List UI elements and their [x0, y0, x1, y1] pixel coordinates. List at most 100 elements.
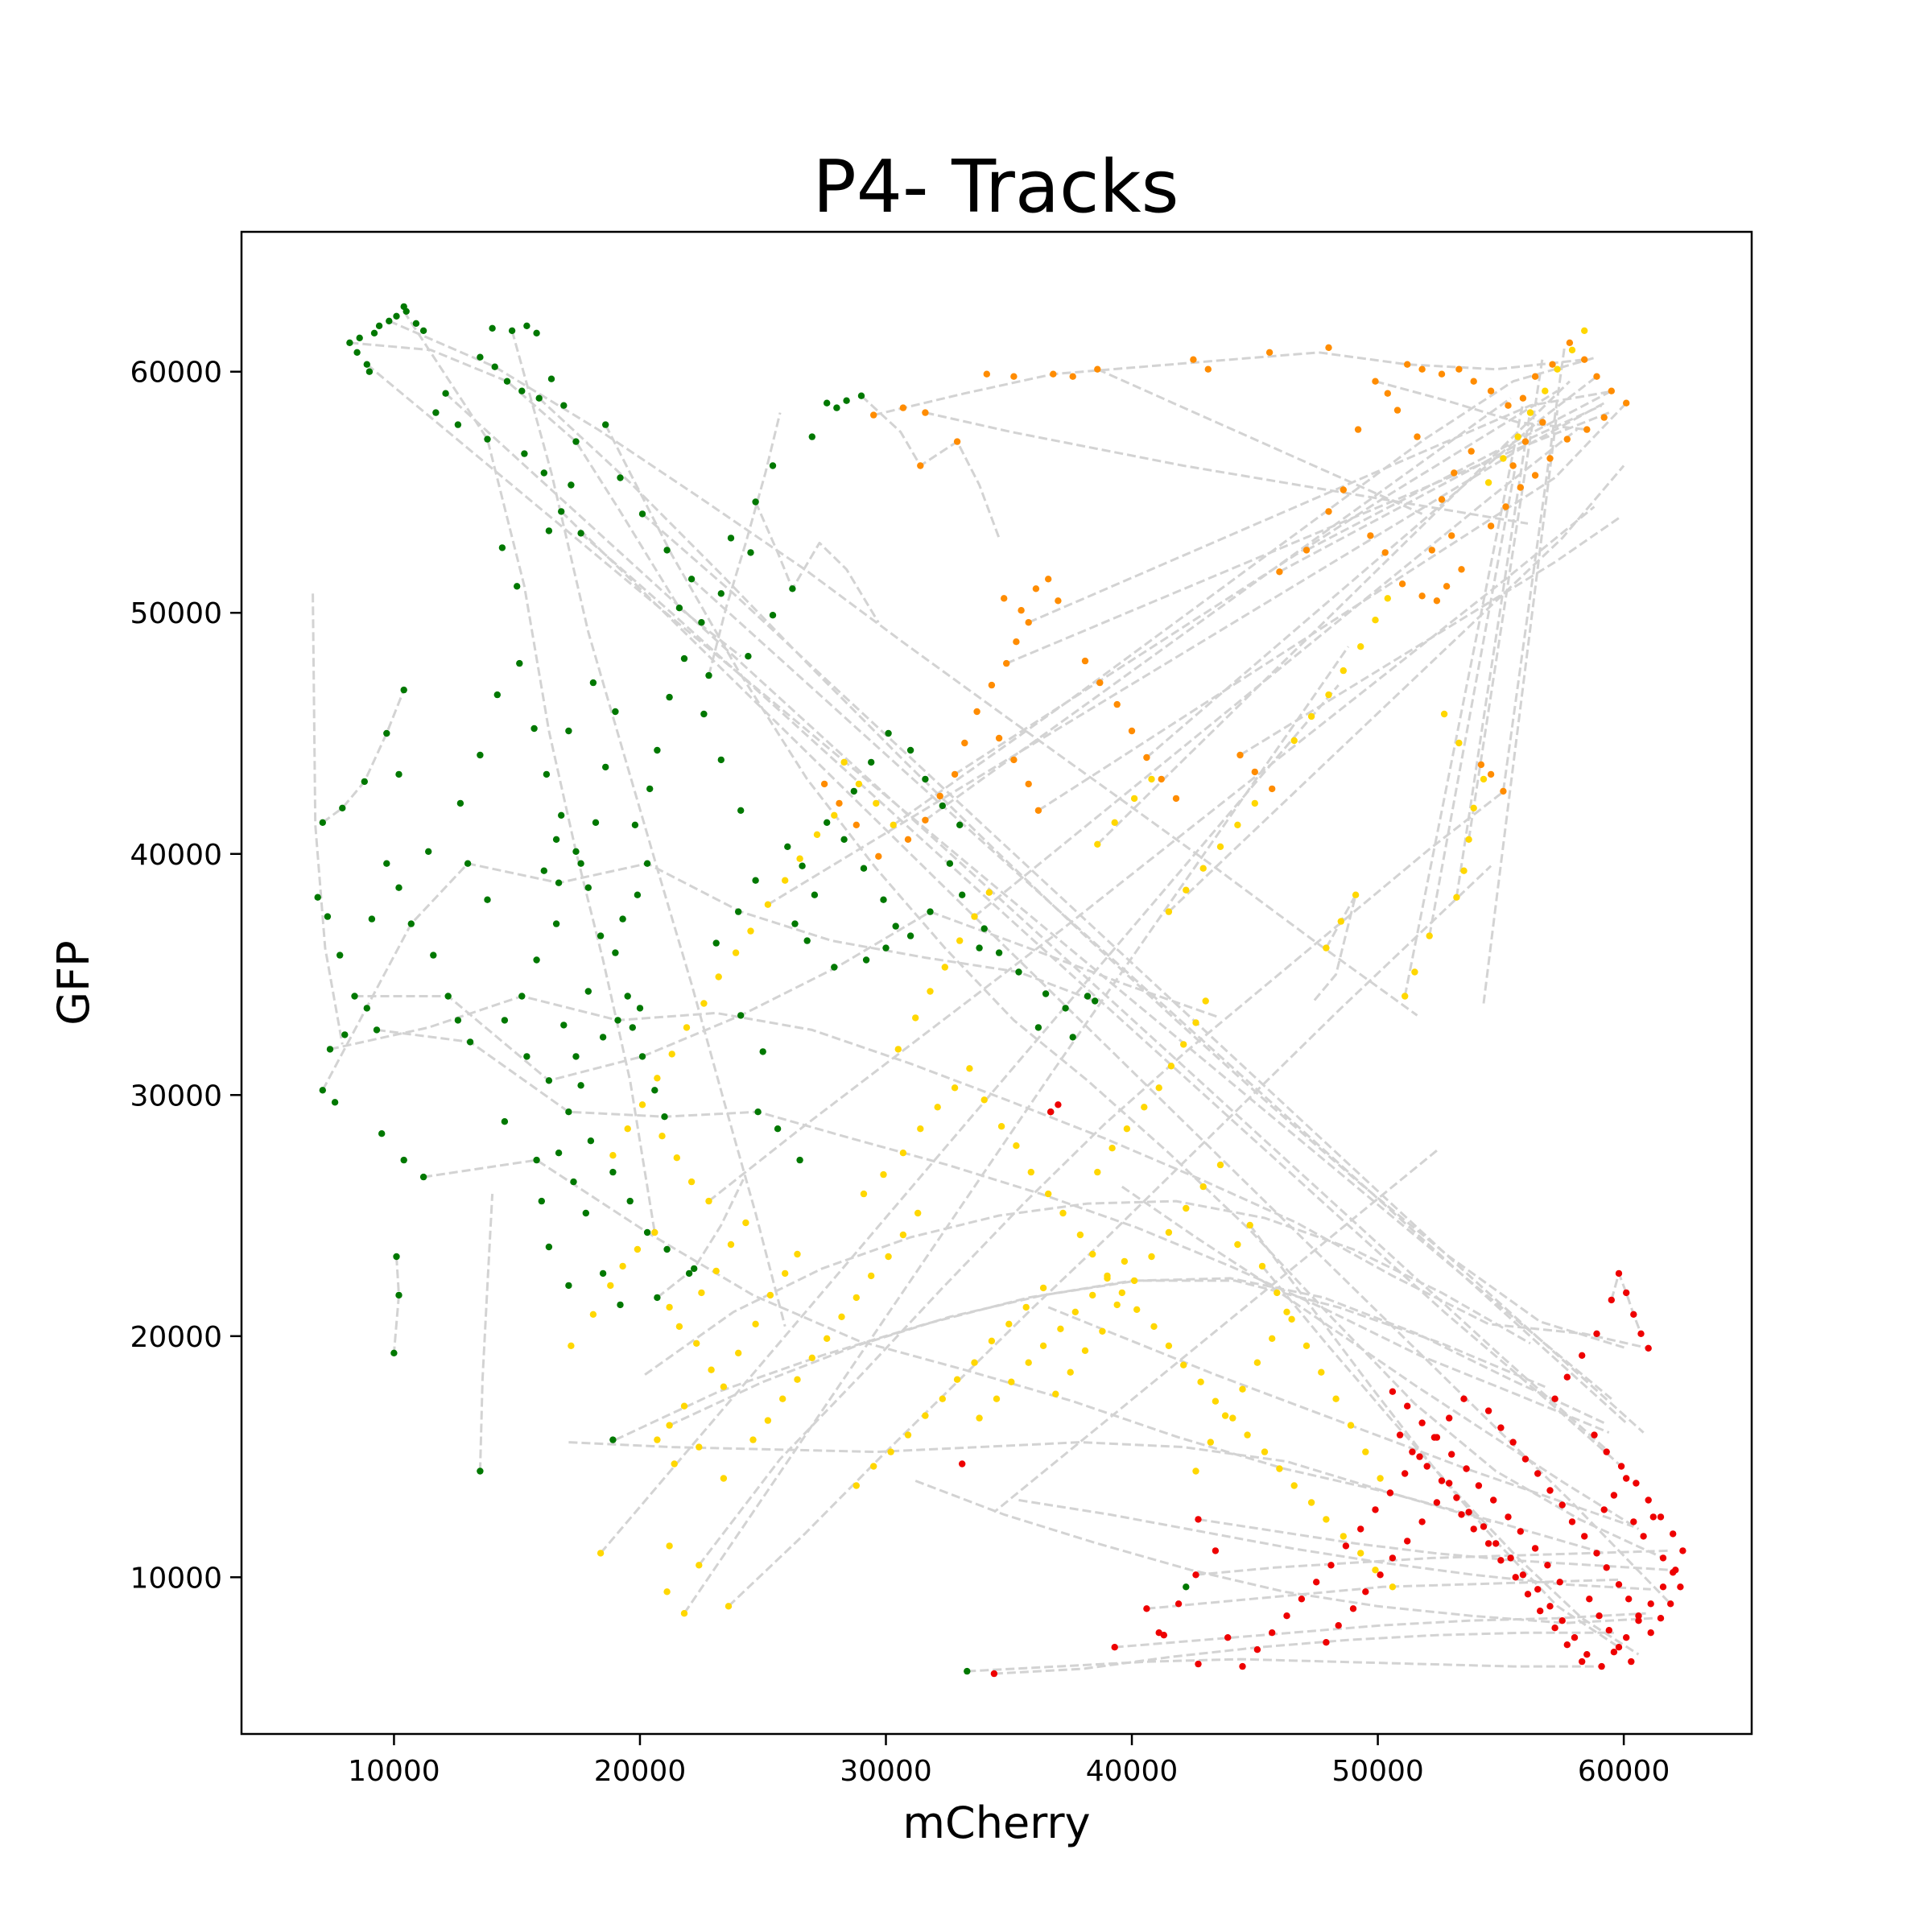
data-point: [1418, 1419, 1426, 1426]
data-point: [1022, 1303, 1030, 1311]
data-point: [1067, 1368, 1074, 1376]
data-point: [1155, 1629, 1162, 1637]
data-point: [1221, 1412, 1229, 1419]
data-point: [693, 1340, 700, 1348]
data-point: [1246, 1221, 1253, 1229]
data-point: [782, 1269, 789, 1278]
track-line: [376, 1028, 1610, 1434]
data-point: [823, 399, 831, 407]
data-point: [1052, 1390, 1059, 1397]
data-point: [643, 860, 651, 867]
data-point: [646, 785, 654, 793]
data-point: [1593, 373, 1600, 380]
y-tick-label: 30000: [130, 1080, 222, 1113]
data-point: [1670, 1530, 1677, 1538]
data-point: [1591, 1431, 1598, 1439]
data-point: [976, 1414, 983, 1422]
data-point: [331, 1099, 339, 1106]
track-line: [1028, 390, 1615, 624]
data-point: [1332, 1395, 1340, 1402]
data-point: [808, 433, 815, 440]
data-point: [1475, 1482, 1483, 1489]
data-point: [1446, 1480, 1453, 1487]
data-point: [1551, 1624, 1558, 1632]
data-point: [752, 498, 759, 506]
data-point: [959, 1460, 966, 1468]
data-point: [1239, 1662, 1246, 1670]
data-point: [545, 1077, 553, 1084]
data-point: [1593, 1550, 1600, 1557]
track-line: [614, 1279, 1546, 1441]
data-point: [1633, 1480, 1640, 1487]
data-point: [1546, 1603, 1554, 1610]
track-line: [1428, 465, 1517, 936]
data-point: [715, 973, 722, 980]
data-point: [1251, 768, 1259, 776]
data-point: [663, 547, 671, 554]
data-point: [1571, 1634, 1579, 1641]
data-point: [658, 1133, 666, 1140]
data-point: [341, 1031, 349, 1038]
data-point: [617, 474, 624, 481]
data-point: [518, 993, 526, 1000]
plot-area-frame: [240, 230, 1753, 1736]
data-point: [1453, 1494, 1460, 1501]
data-point: [1290, 737, 1298, 745]
data-point: [1463, 1465, 1470, 1472]
data-point: [971, 913, 978, 920]
data-point: [383, 860, 390, 867]
data-point: [1600, 1506, 1608, 1513]
data-point: [953, 1376, 961, 1383]
data-point: [400, 1156, 407, 1164]
data-point: [363, 361, 370, 368]
data-point: [1148, 1253, 1155, 1261]
data-point: [1480, 775, 1488, 783]
data-point: [1092, 997, 1099, 1005]
data-point: [1018, 607, 1025, 614]
data-point: [766, 1291, 774, 1299]
data-point: [545, 1243, 553, 1251]
data-point: [675, 605, 683, 612]
data-point: [1418, 365, 1426, 373]
data-point: [1500, 455, 1507, 462]
data-point: [1276, 568, 1283, 576]
data-point: [1377, 1475, 1384, 1482]
data-point: [1659, 1554, 1667, 1562]
chart-title: P4- Tracks: [812, 145, 1179, 229]
data-point: [1089, 1250, 1096, 1258]
data-point: [1165, 1342, 1173, 1350]
data-point: [1534, 1586, 1542, 1593]
data-point: [477, 1468, 484, 1475]
y-tick-label: 10000: [130, 1562, 222, 1595]
data-point: [1497, 1557, 1505, 1564]
data-point: [651, 1087, 658, 1094]
data-point: [717, 590, 724, 597]
data-point: [1372, 1567, 1379, 1574]
data-point: [1076, 1231, 1084, 1239]
data-point: [400, 303, 407, 311]
data-point: [1586, 1596, 1593, 1603]
data-point: [899, 404, 907, 411]
data-point: [1202, 997, 1209, 1005]
data-point: [1438, 1477, 1446, 1484]
data-point: [1433, 1434, 1441, 1441]
data-point: [745, 653, 752, 660]
data-point: [1113, 1301, 1121, 1309]
data-point: [638, 510, 646, 518]
data-point: [737, 807, 745, 814]
data-point: [1581, 356, 1588, 363]
data-point: [612, 708, 619, 716]
track-line: [708, 506, 1596, 1203]
track-line: [892, 356, 1597, 827]
track-line: [860, 394, 1001, 539]
data-point: [466, 1038, 474, 1046]
data-point: [1032, 585, 1040, 592]
data-point: [966, 1065, 973, 1072]
data-point: [607, 1282, 614, 1290]
data-point: [747, 549, 754, 556]
data-point: [1323, 1516, 1330, 1523]
data-point: [1298, 1596, 1306, 1603]
data-point: [1470, 1525, 1477, 1533]
data-point: [754, 1108, 762, 1116]
data-point: [393, 312, 400, 320]
